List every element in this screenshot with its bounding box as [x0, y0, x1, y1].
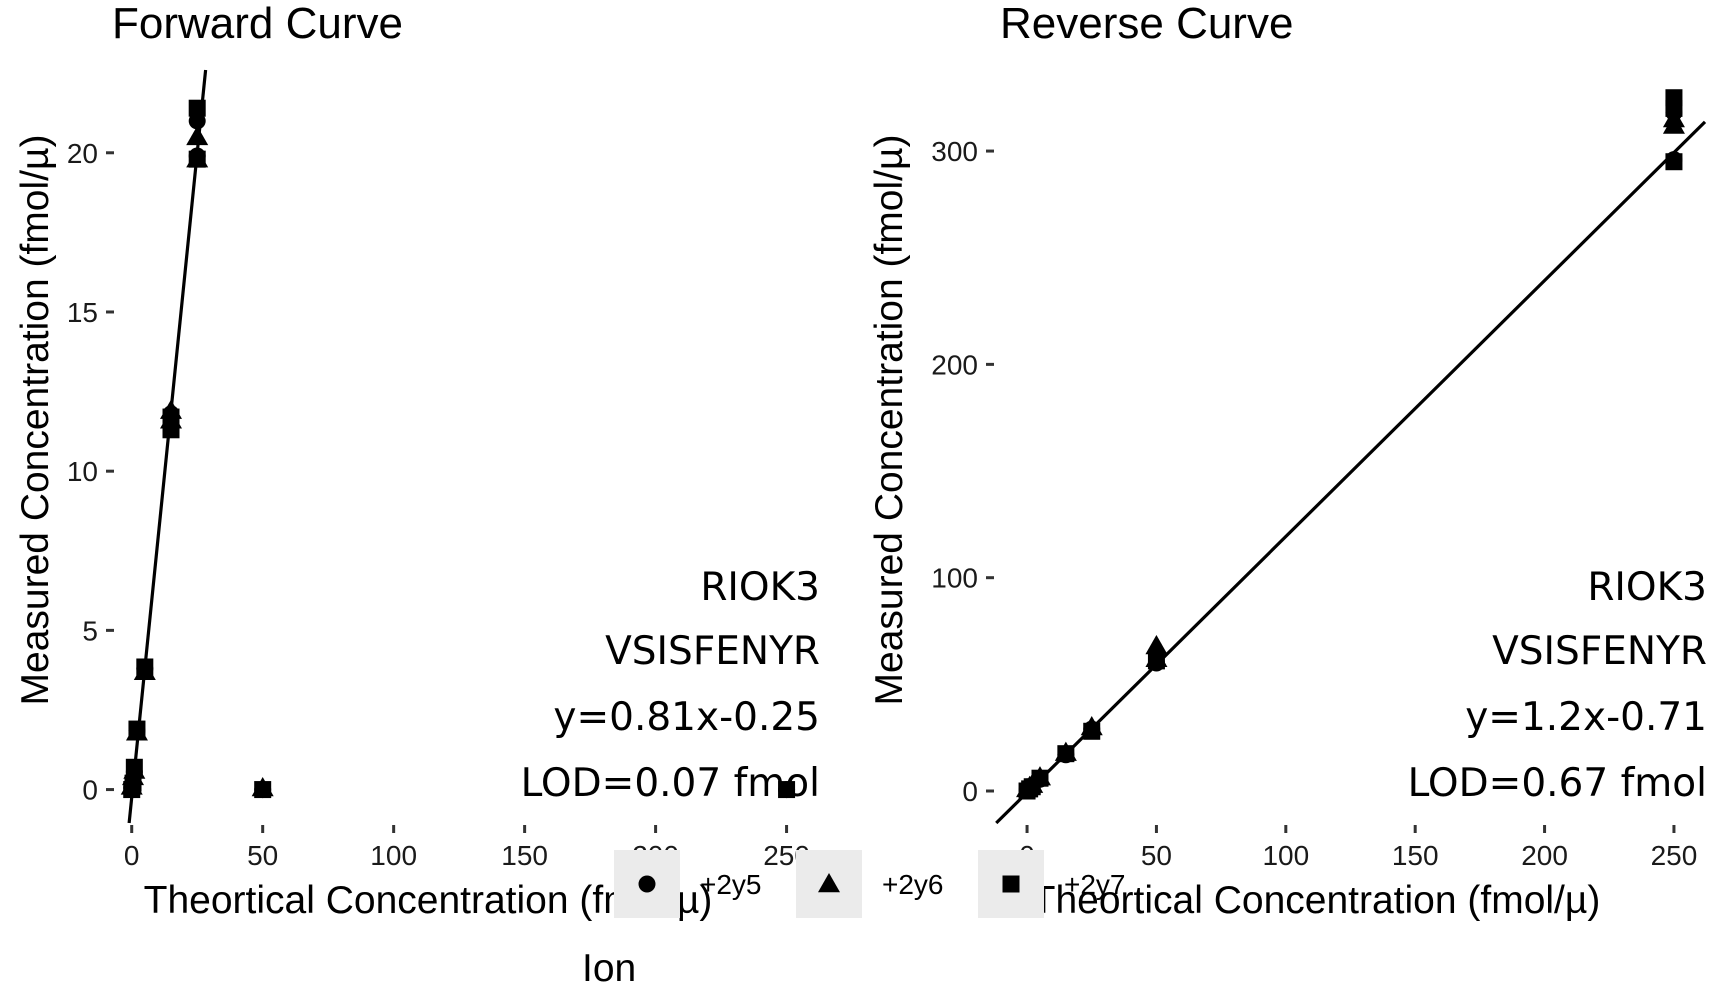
forward-x-tick-label: 50 — [247, 840, 278, 871]
forward-point-2y7 — [136, 658, 154, 676]
forward-point-2y7 — [128, 720, 146, 738]
legend-item-2y6: +2y6 — [796, 850, 944, 918]
forward-y-tick-label: 5 — [82, 615, 98, 646]
forward-curve-panel: Forward Curve Measured Concentration (fm… — [14, 0, 820, 922]
forward-points — [120, 99, 796, 799]
forward-x-tick-label: 150 — [501, 840, 548, 871]
reverse-point-2y7 — [1147, 652, 1165, 670]
reverse-fit-line — [995, 120, 1707, 825]
reverse-x-tick-label: 50 — [1141, 840, 1172, 871]
reverse-regression-line — [995, 120, 1707, 825]
reverse-axes: 0100200300050100150200250 — [931, 136, 1697, 871]
legend-item-2y5: +2y5 — [614, 850, 762, 918]
reverse-point-2y7 — [1665, 153, 1683, 171]
forward-point-2y7 — [254, 781, 272, 799]
reverse-point-2y6 — [1662, 114, 1685, 134]
reverse-point-2y7 — [1083, 722, 1101, 740]
forward-y-axis-title: Measured Concentration (fmol/µ) — [14, 135, 57, 706]
reverse-x-tick-label: 200 — [1521, 840, 1568, 871]
legend-key-triangle — [818, 873, 840, 893]
legend-label: +2y7 — [1064, 869, 1126, 900]
legend-items: +2y5 +2y6 +2y7 — [614, 850, 1126, 918]
forward-regression-line — [127, 69, 208, 824]
forward-curve-title: Forward Curve — [112, 0, 403, 48]
reverse-point-2y6 — [1145, 634, 1168, 655]
forward-y-tick-label: 0 — [82, 775, 98, 806]
reverse-point-2y7 — [1665, 99, 1683, 117]
reverse-points — [1016, 89, 1685, 800]
forward-x-tick-label: 100 — [370, 840, 417, 871]
forward-y-tick-label: 15 — [67, 297, 98, 328]
reverse-x-tick-label: 150 — [1392, 840, 1439, 871]
reverse-y-tick-label: 300 — [931, 136, 978, 167]
forward-point-2y6 — [186, 125, 209, 146]
reverse-annotation-lod: LOD=0.67 fmol — [1408, 761, 1707, 806]
reverse-y-tick-label: 200 — [931, 349, 978, 380]
forward-point-2y7 — [188, 99, 206, 117]
forward-point-2y7 — [778, 781, 796, 799]
reverse-curve-panel: Reverse Curve Measured Concentration (fm… — [868, 0, 1707, 922]
forward-annotations: RIOK3 VSISFENYR y=0.81x-0.25 LOD=0.07 fm… — [521, 565, 820, 806]
legend-label: +2y6 — [882, 869, 944, 900]
legend-title: Ion — [582, 947, 636, 990]
reverse-annotations: RIOK3 VSISFENYR y=1.2x-0.71 LOD=0.67 fmo… — [1408, 565, 1707, 806]
forward-point-2y7 — [124, 774, 142, 792]
forward-annotation-peptide: VSISFENYR — [605, 629, 820, 674]
reverse-x-tick-label: 100 — [1262, 840, 1309, 871]
reverse-annotation-peptide: VSISFENYR — [1492, 629, 1707, 674]
forward-point-2y7 — [188, 150, 206, 168]
legend: Ion +2y5 +2y6 +2y7 — [582, 850, 1126, 990]
reverse-x-axis-title: Theortical Concentration (fmol/µ) — [1032, 879, 1601, 922]
forward-x-tick-label: 0 — [124, 840, 140, 871]
forward-point-2y7 — [125, 758, 143, 776]
reverse-y-axis-title: Measured Concentration (fmol/µ) — [868, 135, 911, 706]
reverse-y-tick-label: 100 — [931, 563, 978, 594]
legend-key-square — [1002, 875, 1020, 893]
reverse-annotation-equation: y=1.2x-0.71 — [1465, 695, 1707, 740]
forward-y-tick-label: 20 — [67, 138, 98, 169]
legend-label: +2y5 — [700, 869, 762, 900]
forward-fit-line — [127, 69, 208, 824]
forward-y-tick-label: 10 — [67, 456, 98, 487]
reverse-annotation-protein: RIOK3 — [1587, 565, 1707, 610]
reverse-point-2y7 — [1031, 769, 1049, 787]
reverse-y-tick-label: 0 — [962, 776, 978, 807]
legend-key-circle — [638, 875, 656, 893]
forward-annotation-lod: LOD=0.07 fmol — [521, 761, 820, 806]
reverse-point-2y7 — [1057, 745, 1075, 763]
forward-annotation-equation: y=0.81x-0.25 — [553, 695, 820, 740]
reverse-x-tick-label: 250 — [1651, 840, 1698, 871]
forward-annotation-protein: RIOK3 — [700, 565, 820, 610]
reverse-curve-title: Reverse Curve — [1000, 0, 1293, 48]
forward-point-2y7 — [162, 408, 180, 426]
legend-item-2y7: +2y7 — [978, 850, 1126, 918]
